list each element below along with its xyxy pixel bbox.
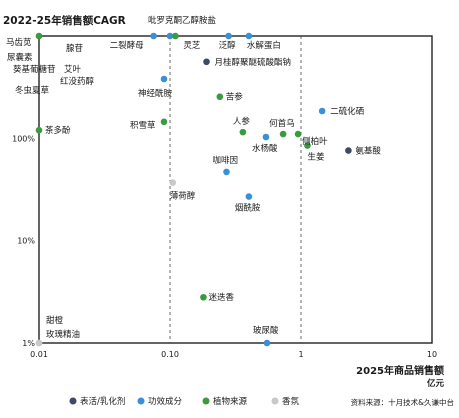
point-2-0 <box>35 32 43 40</box>
annotation-4: 冬虫夏草 <box>15 85 50 96</box>
legend-item-2: 植物来源 <box>202 396 248 407</box>
point-label-1-5: 二硫化硒 <box>330 106 365 117</box>
point-label-2-0: 马齿苋 <box>6 38 32 48</box>
point-label-0-1: 氨基酸 <box>355 146 381 157</box>
data-points <box>35 32 352 347</box>
source-note: 资料来源：十月技术&久谦中台 <box>351 397 454 407</box>
y-tick-label-2: 100% <box>12 134 35 143</box>
point-2-4 <box>239 128 247 136</box>
legend-marker-2 <box>202 397 210 405</box>
point-2-6 <box>294 130 302 138</box>
y-axis-label: 2022-25年销售额CAGR <box>3 14 126 27</box>
y-tick-label-0: 1% <box>22 339 35 348</box>
point-0-1 <box>345 147 352 154</box>
legend-label-1: 功效成分 <box>148 396 183 407</box>
point-label-1-9: 玻尿酸 <box>253 325 279 336</box>
point-label-3-0: 薄荷醇 <box>170 191 196 202</box>
legend-marker-3 <box>271 397 279 405</box>
point-2-5 <box>279 130 287 138</box>
point-3-0 <box>169 179 177 186</box>
point-1-7 <box>223 168 230 176</box>
point-label-2-5: 何首乌 <box>269 118 295 129</box>
point-1-5 <box>318 107 326 115</box>
point-label-1-2: 泛醇 <box>219 40 237 51</box>
point-1-8 <box>245 193 253 200</box>
point-1-2 <box>225 32 232 40</box>
point-label-1-3: 水解蛋白 <box>247 40 281 51</box>
point-2-7 <box>304 142 311 149</box>
legend-item-3: 香氛 <box>271 396 300 407</box>
point-label-1-1: 二裂酵母 <box>110 40 144 51</box>
point-0-0 <box>203 58 210 66</box>
legend-item-0: 表活/乳化剂 <box>69 396 125 407</box>
x-axis-label: 2025年商品销售额 <box>356 364 444 377</box>
point-label-3-1: 甜橙 <box>46 315 64 326</box>
point-label-1-6: 水杨酸 <box>252 143 278 154</box>
legend-marker-0 <box>69 397 77 405</box>
point-label-2-3: 积雪草 <box>130 120 156 131</box>
annotation-3: 红没药醇 <box>60 76 95 87</box>
point-label-1-7: 咖啡因 <box>213 155 239 166</box>
annotation-1: 葵基葡糖苷 <box>13 64 56 75</box>
point-1-1 <box>150 32 157 40</box>
x-tick-label-0: 0.01 <box>30 350 48 359</box>
point-2-2 <box>216 93 224 101</box>
point-label-1-0: 吡罗克酮乙醇胺盐 <box>148 15 217 26</box>
x-tick-label-3: 10 <box>427 350 437 359</box>
point-1-0 <box>166 32 174 40</box>
point-label-2-4: 人参 <box>233 116 251 127</box>
x-tick-label-2: 1 <box>298 350 303 359</box>
legend-label-0: 表活/乳化剂 <box>80 396 125 407</box>
annotation-2: 艾叶 <box>64 65 82 75</box>
point-3-2 <box>35 339 43 347</box>
point-label-2-9: 迷迭香 <box>208 292 234 303</box>
point-2-8 <box>35 126 43 134</box>
point-1-4 <box>160 75 168 83</box>
point-1-9 <box>263 339 271 347</box>
annotation-0: 尿囊素 <box>7 52 33 63</box>
point-label-3-2: 玫瑰精油 <box>46 329 80 340</box>
point-1-6 <box>262 133 270 141</box>
point-label-1-4: 神经酰胺 <box>138 88 173 99</box>
point-label-2-2: 苦参 <box>226 92 244 103</box>
point-label-2-6: 侧柏叶 <box>302 136 328 147</box>
point-label-2-1: 灵芝 <box>183 40 201 51</box>
x-tick-label-1: 0.10 <box>161 350 179 359</box>
point-label-1-8: 烟酰胺 <box>235 203 261 214</box>
point-2-3 <box>160 118 168 126</box>
plot-frame <box>38 35 433 344</box>
legend-label-3: 香氛 <box>282 396 300 407</box>
legend-item-1: 功效成分 <box>137 396 183 407</box>
plot-area <box>38 35 433 344</box>
axis-texts: 0.01 0.10 1 10 1% 10% 100% 2022-25年销售额CAGR 2025年… <box>3 14 454 407</box>
point-label-2-8: 茶多酚 <box>45 125 71 136</box>
point-2-1 <box>172 32 179 40</box>
x-axis-unit: 亿元 <box>427 378 445 389</box>
y-tick-label-1: 10% <box>17 237 35 246</box>
point-label-0-0: 月桂醇聚醚硫酸酯钠 <box>215 57 292 68</box>
point-2-9 <box>200 293 207 301</box>
point-1-3 <box>245 32 253 40</box>
legend: 表活/乳化剂 功效成分 植物来源 香氛 <box>69 396 300 407</box>
annotation-5: 腺苷 <box>66 43 84 54</box>
point-label-2-7: 生姜 <box>307 152 325 163</box>
legend-marker-1 <box>137 397 145 405</box>
legend-label-2: 植物来源 <box>213 396 248 407</box>
